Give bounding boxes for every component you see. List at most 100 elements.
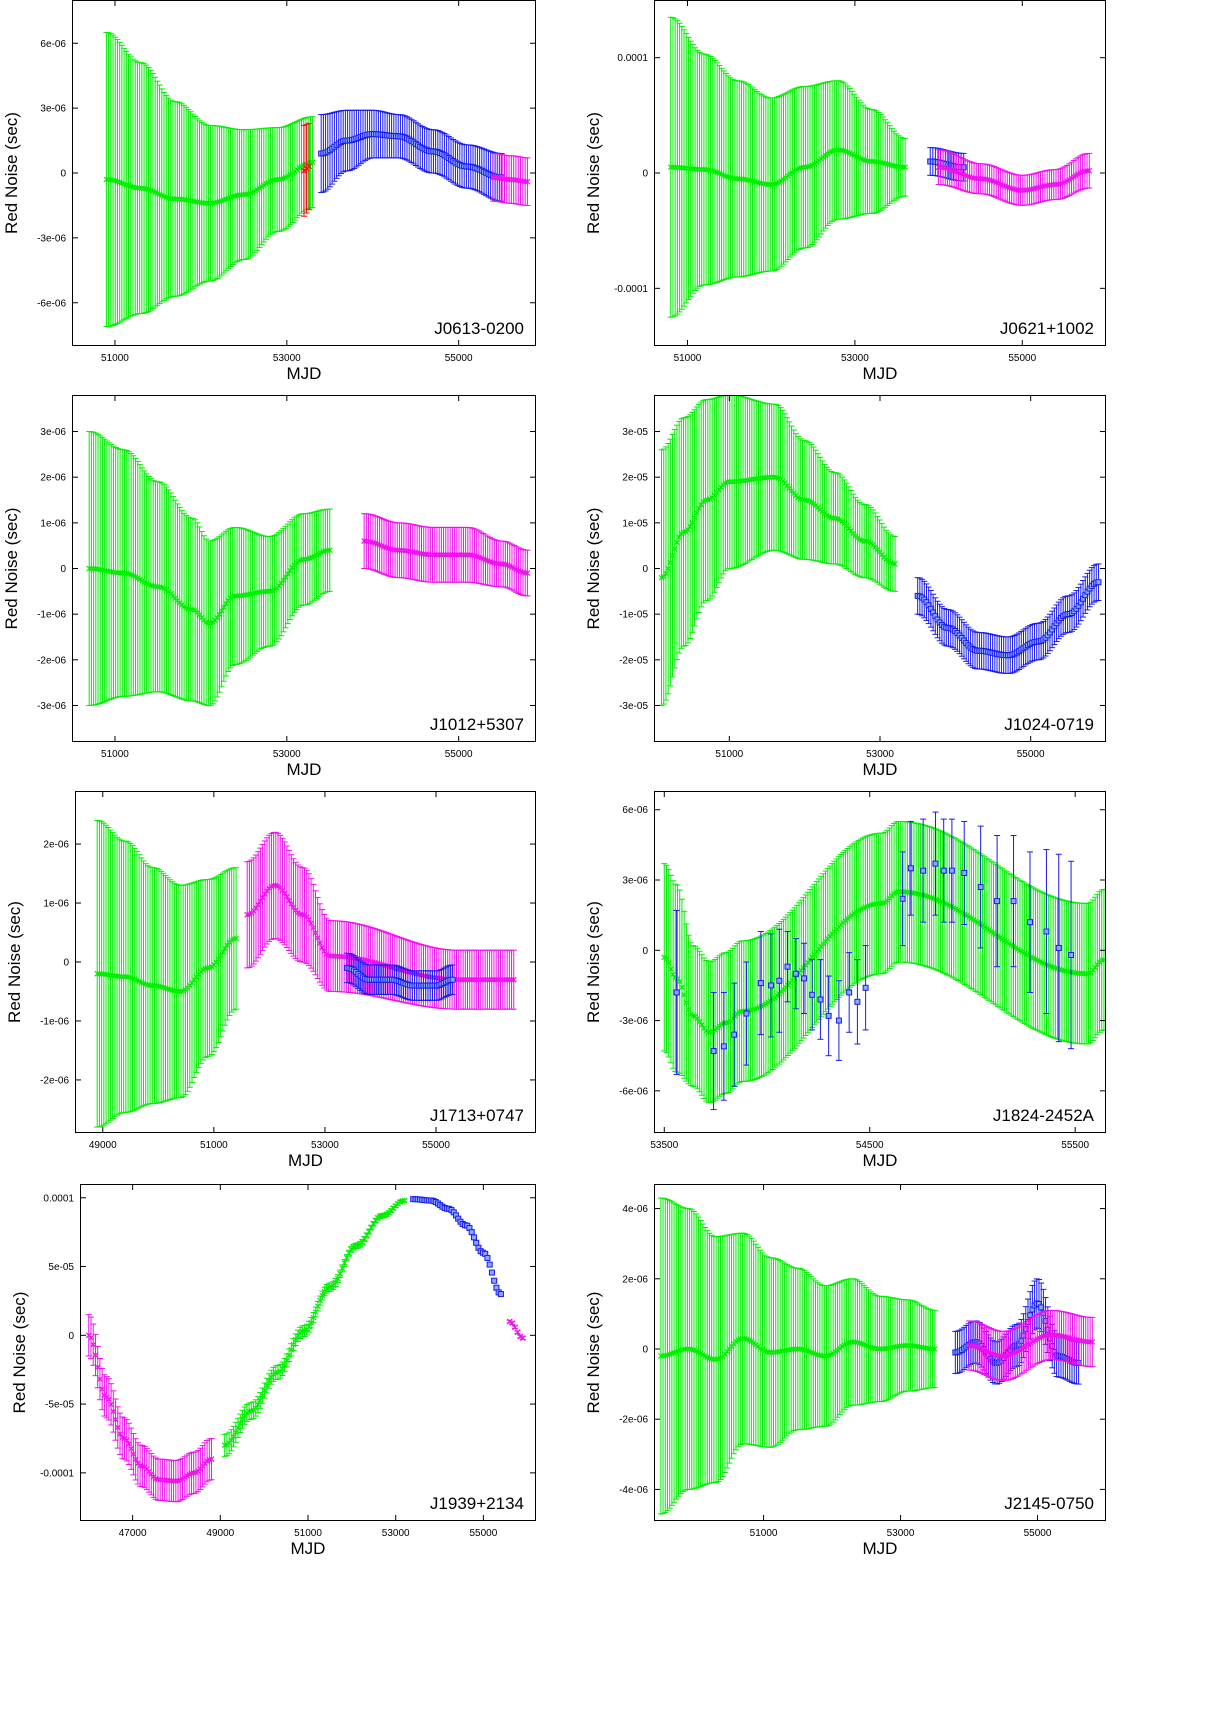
data-point	[429, 551, 436, 558]
data-point	[238, 191, 245, 198]
data-point	[694, 166, 701, 173]
data-point	[685, 526, 691, 533]
data-point	[326, 547, 333, 554]
data-point	[121, 570, 128, 577]
data-point	[460, 551, 467, 558]
data-point	[696, 1018, 703, 1025]
data-point	[312, 929, 319, 936]
data-point	[438, 551, 445, 558]
y-tick-label: 1e-05	[622, 518, 648, 529]
data-point	[1084, 167, 1090, 174]
y-tick-label: -6e-06	[37, 298, 66, 309]
data-point	[503, 176, 510, 183]
x-tick-label: 53000	[273, 353, 301, 364]
y-axis-label: Red Noise (sec)	[2, 112, 21, 234]
data-point	[1017, 187, 1024, 194]
data-point	[223, 600, 229, 607]
data-point	[214, 614, 221, 621]
data-point	[663, 956, 670, 962]
data-point	[259, 894, 266, 901]
data-point	[233, 935, 239, 942]
x-axis-label: MJD	[863, 760, 898, 779]
data-point	[453, 551, 460, 558]
data-point	[665, 565, 672, 572]
data-point	[743, 1010, 750, 1017]
data-point	[689, 519, 696, 526]
pulsar-label: J0613-0200	[434, 319, 524, 338]
data-point	[117, 570, 124, 576]
data-point	[768, 474, 775, 481]
data-point	[253, 905, 259, 912]
y-tick-label: 3e-05	[622, 427, 648, 438]
y-tick-label: 0.0001	[617, 53, 648, 64]
data-point	[757, 980, 764, 987]
data-point	[734, 175, 740, 182]
data-point	[327, 953, 334, 960]
data-point	[169, 195, 176, 202]
data-point	[306, 163, 313, 170]
data-point	[257, 898, 264, 905]
data-point	[670, 971, 677, 978]
y-axis-label: Red Noise (sec)	[584, 112, 603, 234]
data-point	[502, 976, 508, 983]
data-point	[522, 178, 529, 185]
data-point	[522, 569, 529, 576]
x-tick-label: 51000	[715, 749, 743, 760]
x-tick-label: 51000	[101, 353, 129, 364]
data-point	[308, 920, 315, 927]
data-point	[497, 976, 504, 983]
panel-j1012+5307: 51000 53000 55000 -3e-06 -2e-06 -1e-06 0 1e-06 2…	[2, 395, 536, 779]
y-axis-label: Red Noise (sec)	[5, 901, 24, 1023]
data-point	[696, 166, 703, 173]
data-point	[482, 976, 489, 983]
data-point	[216, 611, 223, 618]
panel-j1824-2452a: 53500 54500 55500-6e-06-3e-0603e-066e-06MJ…	[584, 791, 1106, 1170]
data-point	[203, 200, 210, 207]
data-point	[685, 1006, 692, 1013]
data-point	[480, 976, 486, 983]
data-point	[262, 588, 269, 595]
y-tick-label: 0	[642, 564, 648, 575]
data-point	[486, 976, 493, 983]
data-point	[1081, 970, 1087, 977]
data-point	[330, 953, 337, 960]
data-point	[766, 474, 773, 481]
data-point	[720, 1043, 727, 1050]
data-point	[255, 901, 262, 908]
data-point	[833, 147, 840, 153]
data-point	[1086, 167, 1093, 174]
pulsar-label: J1713+0747	[430, 1106, 524, 1125]
data-point	[1053, 181, 1059, 188]
data-point	[801, 497, 808, 503]
data-point	[282, 574, 289, 580]
y-tick-label: -3e-05	[619, 701, 648, 712]
data-point	[283, 893, 290, 900]
data-point	[975, 175, 982, 182]
data-point	[187, 606, 194, 613]
data-point	[434, 551, 440, 558]
data-point	[477, 976, 484, 983]
data-point	[218, 607, 225, 614]
x-tick-label: 51000	[200, 1140, 228, 1151]
data-point	[1083, 970, 1090, 977]
plot-area	[658, 395, 1102, 706]
data-point	[316, 940, 323, 946]
data-point	[776, 977, 783, 984]
data-point	[288, 901, 295, 907]
data-point	[105, 176, 112, 183]
y-tick-label: -3e-06	[37, 233, 66, 244]
data-point	[670, 164, 676, 171]
data-point	[436, 551, 443, 558]
series-blue	[914, 563, 1102, 675]
y-tick-label: 6e-06	[40, 39, 66, 50]
data-point	[792, 970, 799, 977]
data-point	[765, 181, 771, 188]
data-point	[363, 538, 370, 545]
data-point	[86, 565, 93, 572]
data-point	[698, 166, 705, 173]
data-point	[270, 882, 277, 889]
x-tick-label: 55000	[1017, 749, 1045, 760]
data-point	[691, 514, 698, 521]
data-point	[681, 991, 688, 998]
